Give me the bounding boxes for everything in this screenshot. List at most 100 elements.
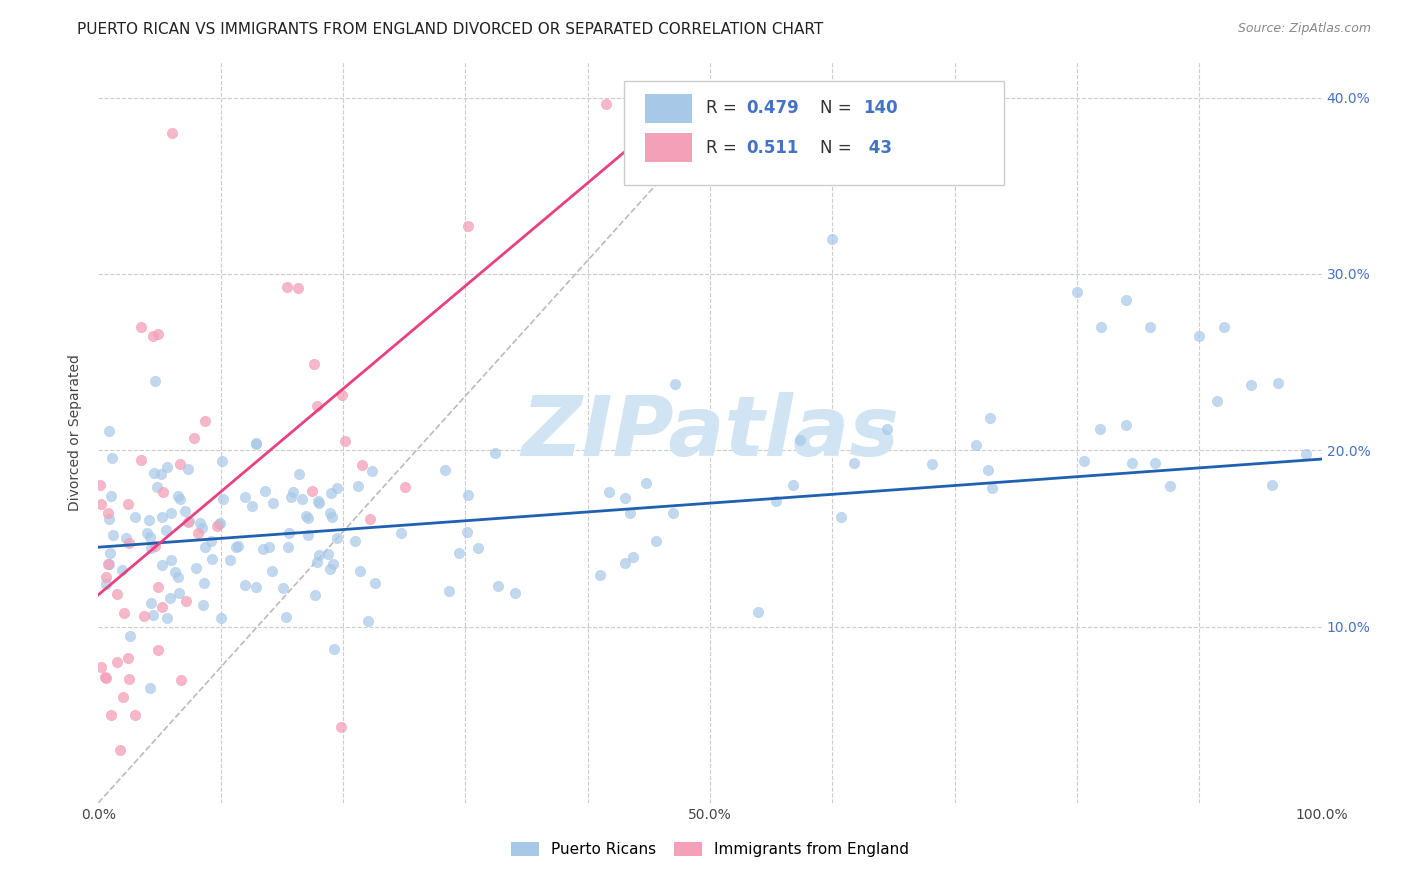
Legend: Puerto Ricans, Immigrants from England: Puerto Ricans, Immigrants from England bbox=[506, 838, 914, 862]
Point bbox=[233, 491, 256, 505]
Point bbox=[183, 430, 205, 444]
Point bbox=[287, 281, 309, 295]
Point bbox=[301, 484, 323, 499]
Point bbox=[613, 491, 636, 505]
Point bbox=[105, 655, 128, 669]
Point bbox=[146, 480, 169, 494]
Point bbox=[271, 581, 294, 595]
Point bbox=[319, 507, 342, 521]
Point bbox=[308, 548, 330, 562]
Text: ZIPatlas: ZIPatlas bbox=[522, 392, 898, 473]
Point bbox=[842, 456, 865, 470]
Point bbox=[174, 594, 197, 608]
Point bbox=[1115, 293, 1137, 308]
Point bbox=[363, 576, 385, 591]
Point bbox=[319, 562, 342, 576]
Point bbox=[1115, 418, 1137, 433]
Text: N =: N = bbox=[820, 99, 858, 118]
Point bbox=[349, 564, 371, 578]
Bar bbox=[645, 133, 692, 162]
Point bbox=[132, 608, 155, 623]
Point bbox=[1240, 378, 1263, 392]
Point bbox=[97, 558, 120, 572]
Point bbox=[977, 463, 1000, 477]
Point bbox=[325, 531, 347, 545]
Point bbox=[876, 422, 898, 436]
Point bbox=[150, 467, 173, 481]
Point bbox=[191, 599, 214, 613]
Point bbox=[662, 506, 685, 520]
Point bbox=[110, 563, 132, 577]
Point bbox=[280, 490, 302, 504]
Point bbox=[254, 484, 277, 499]
Point bbox=[322, 642, 344, 657]
Point bbox=[142, 466, 165, 480]
Point bbox=[346, 479, 368, 493]
Bar bbox=[645, 94, 692, 123]
Point bbox=[595, 96, 617, 111]
Point bbox=[177, 515, 200, 529]
Point bbox=[664, 377, 686, 392]
Point bbox=[150, 600, 173, 615]
Point bbox=[169, 457, 191, 471]
Text: PUERTO RICAN VS IMMIGRANTS FROM ENGLAND DIVORCED OR SEPARATED CORRELATION CHART: PUERTO RICAN VS IMMIGRANTS FROM ENGLAND … bbox=[77, 22, 824, 37]
Point bbox=[177, 462, 200, 476]
Point bbox=[143, 375, 166, 389]
Point bbox=[209, 611, 232, 625]
Point bbox=[142, 607, 165, 622]
Point bbox=[316, 547, 339, 561]
Point bbox=[747, 605, 769, 619]
Point bbox=[207, 519, 229, 533]
Point bbox=[295, 509, 318, 524]
Point bbox=[252, 542, 274, 557]
Point bbox=[191, 521, 214, 535]
Point bbox=[129, 319, 152, 334]
Point bbox=[361, 464, 384, 478]
Point bbox=[821, 232, 844, 246]
Point bbox=[1073, 454, 1095, 468]
Point bbox=[965, 437, 987, 451]
Point bbox=[166, 570, 188, 584]
Point bbox=[207, 516, 229, 531]
Point bbox=[330, 388, 353, 402]
Point bbox=[330, 720, 353, 734]
Point bbox=[484, 446, 506, 460]
Point bbox=[343, 534, 366, 549]
Point bbox=[278, 526, 301, 541]
Point bbox=[142, 328, 165, 343]
Point bbox=[645, 534, 668, 549]
Point bbox=[100, 489, 122, 503]
Point bbox=[326, 481, 349, 495]
Point bbox=[146, 580, 169, 594]
Point bbox=[1159, 479, 1181, 493]
Text: 140: 140 bbox=[863, 99, 897, 118]
Point bbox=[94, 671, 117, 685]
Point bbox=[226, 539, 249, 553]
Point bbox=[260, 564, 283, 578]
Point bbox=[333, 434, 356, 449]
Text: 0.479: 0.479 bbox=[747, 99, 800, 118]
Point bbox=[830, 510, 852, 524]
Point bbox=[97, 506, 120, 520]
Point bbox=[150, 510, 173, 524]
Point bbox=[94, 670, 117, 684]
Point bbox=[98, 546, 121, 560]
Point bbox=[240, 499, 263, 513]
Point bbox=[1261, 478, 1284, 492]
Point bbox=[350, 458, 373, 473]
Point bbox=[486, 579, 509, 593]
Point bbox=[139, 681, 162, 696]
Point bbox=[297, 528, 319, 542]
Point bbox=[297, 511, 319, 525]
Point bbox=[225, 541, 247, 555]
Point bbox=[167, 586, 190, 600]
Point bbox=[1066, 285, 1088, 299]
Point bbox=[105, 587, 128, 601]
Point bbox=[1144, 456, 1167, 470]
Point bbox=[467, 541, 489, 556]
Point bbox=[187, 526, 209, 541]
Point bbox=[117, 651, 139, 665]
Point bbox=[1206, 394, 1229, 409]
Point bbox=[274, 610, 297, 624]
Point bbox=[160, 506, 183, 520]
